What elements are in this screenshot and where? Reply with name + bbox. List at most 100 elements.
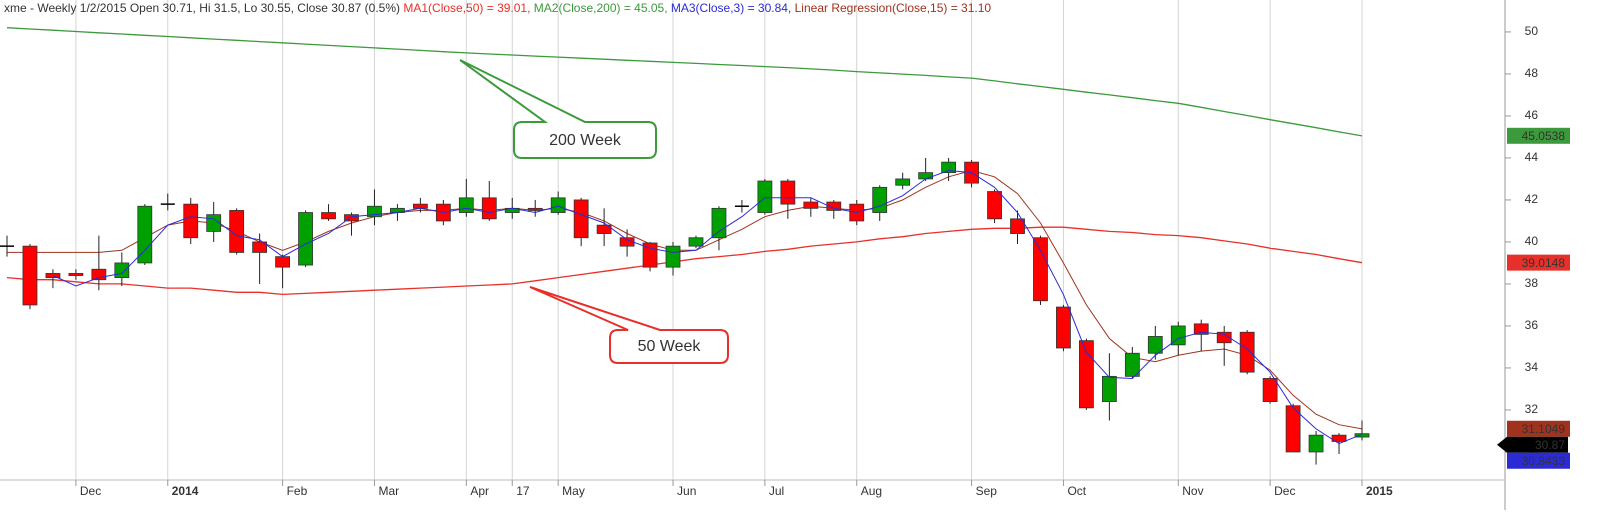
legend-entry: MA2(Close,200) = 45.05, (534, 1, 668, 15)
callout-box (459, 59, 657, 159)
candle-body (206, 214, 222, 232)
grid-layer (75, 0, 1363, 480)
candle-body (183, 203, 199, 239)
callout: 200 Week (459, 59, 657, 159)
candle-body (344, 214, 359, 222)
series-line (6, 27, 1363, 137)
candle-body (757, 180, 773, 213)
candle-body (1079, 340, 1094, 409)
candle-body (22, 245, 38, 306)
value-box-label: 31.1049 (1522, 422, 1566, 436)
x-tick-label: Nov (1182, 484, 1203, 498)
candle-body (1308, 434, 1324, 453)
candle-body (1331, 434, 1347, 442)
candle-body (688, 237, 704, 247)
x-tick-label: Mar (378, 484, 399, 498)
y-tick-label: 48 (1525, 66, 1539, 80)
candle-body (1239, 331, 1255, 373)
value-box (1507, 452, 1570, 469)
candle-body (1170, 325, 1186, 346)
candle-body (1216, 331, 1232, 344)
annotation: 50 Week (638, 338, 702, 355)
candle-body (1124, 352, 1140, 377)
candle-body (458, 197, 474, 213)
y-tick-label: 40 (1525, 234, 1539, 248)
candle-body (573, 199, 589, 239)
callout: 50 Week (529, 286, 729, 364)
value-box (1497, 436, 1568, 453)
x-tick-label: Dec (80, 484, 101, 498)
candle-body (527, 207, 543, 211)
chart-title: xme - Weekly 1/2/2015 Open 30.71, Hi 31.… (4, 1, 991, 15)
candle-body (1147, 336, 1163, 354)
x-tick-label: Jul (769, 484, 784, 498)
candle-body (550, 197, 566, 213)
value-box-label: 30.87 (1535, 438, 1565, 452)
y-tick-label: 46 (1525, 108, 1539, 122)
axis-layer: 3032343638404244464850Dec2014FebMarApr17… (75, 24, 1570, 498)
candle-body (872, 186, 888, 213)
x-tick-label: 2014 (172, 484, 199, 498)
candle-body (711, 207, 727, 239)
value-box-label: 30.8433 (1522, 454, 1566, 468)
legend-entry: Linear Regression(Close,15) = 31.10 (795, 1, 992, 15)
value-box (1507, 420, 1570, 437)
candle-body (1285, 405, 1301, 453)
candle-body (803, 201, 819, 209)
candle-body (91, 268, 107, 281)
candle-body (826, 201, 842, 211)
candle-body (275, 256, 290, 268)
x-tick-label: 2015 (1366, 484, 1393, 498)
candle-body (68, 273, 84, 276)
x-tick-label: Oct (1067, 484, 1086, 498)
y-tick-label: 44 (1525, 150, 1539, 164)
x-tick-label: Sep (976, 484, 998, 498)
candle-body (1262, 378, 1278, 402)
candle-body (114, 262, 130, 279)
series-line (52, 169, 1363, 445)
candle-body (1033, 237, 1048, 302)
x-tick-label: Apr (470, 484, 489, 498)
x-tick-label: Feb (287, 484, 308, 498)
candle-body (1010, 218, 1025, 234)
value-box-label: 45.0538 (1522, 129, 1566, 143)
x-tick-label: Dec (1274, 484, 1295, 498)
value-box-label: 39.0148 (1522, 256, 1566, 270)
y-tick-label: 38 (1525, 276, 1539, 290)
series-line (6, 226, 1363, 296)
candle-body (1101, 375, 1117, 402)
candle-body (895, 178, 911, 186)
candle-body (367, 205, 382, 218)
candle-body (918, 172, 934, 180)
candle-body (1354, 433, 1370, 438)
callout-box (529, 286, 729, 364)
candle-body (481, 197, 497, 220)
candle-body (1193, 323, 1209, 335)
candle-body (137, 205, 153, 264)
value-box (1507, 254, 1570, 271)
x-tick-label: Aug (861, 484, 882, 498)
candle-body (321, 212, 336, 220)
y-tick-label: 50 (1525, 24, 1539, 38)
x-tick-label: Jun (677, 484, 696, 498)
value-box (1507, 127, 1570, 144)
candle-body (596, 224, 612, 234)
candle-body (1056, 306, 1071, 349)
candle-body (412, 203, 428, 209)
candle-body (298, 212, 313, 266)
y-tick-label: 42 (1525, 192, 1539, 206)
y-tick-label: 32 (1525, 402, 1539, 416)
x-tick-label: 17 (516, 484, 530, 498)
candle-body (987, 191, 1002, 220)
legend-entry: MA3(Close,3) = 30.84, (671, 1, 791, 15)
candle-body (780, 180, 796, 205)
plot-layer (0, 27, 1370, 465)
legend-entry: MA1(Close,50) = 39.01, (403, 1, 530, 15)
title-text: xme - Weekly 1/2/2015 Open 30.71, Hi 31.… (4, 1, 400, 15)
y-tick-label: 36 (1525, 318, 1539, 332)
candle-body (665, 245, 681, 268)
y-tick-label: 34 (1525, 360, 1539, 374)
